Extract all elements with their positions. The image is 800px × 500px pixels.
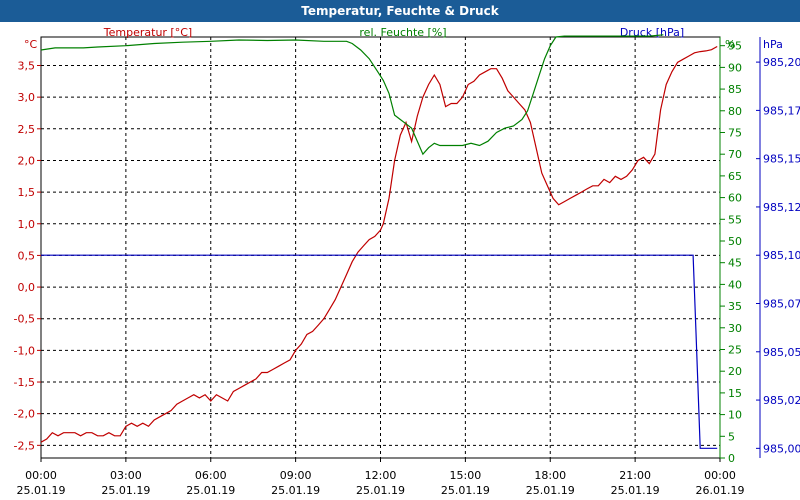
humidity-tick-label: 95	[728, 40, 742, 53]
humidity-tick-label: 35	[728, 300, 742, 313]
humidity-tick-label: 10	[728, 409, 742, 422]
pressure-series-line	[41, 254, 718, 449]
x-tick-label-time: 18:00	[534, 469, 566, 482]
pressure-tick-label: 985,20	[763, 56, 800, 69]
humidity-tick-label: 65	[728, 170, 742, 183]
humidity-tick-label: 70	[728, 148, 742, 161]
temperature-tick-label: 3,5	[18, 59, 36, 72]
temperature-tick-label: 0,0	[18, 281, 36, 294]
humidity-tick-label: 85	[728, 83, 742, 96]
temperature-tick-label: 3,0	[18, 91, 36, 104]
temperature-unit: °C	[24, 38, 38, 51]
humidity-axis-label: rel. Feuchte [%]	[359, 26, 446, 39]
pressure-axis-label: Druck [hPa]	[620, 26, 684, 39]
humidity-tick-label: 20	[728, 365, 742, 378]
humidity-tick-label: 40	[728, 278, 742, 291]
pressure-tick-label: 985,00	[763, 442, 800, 455]
temperature-tick-label: 1,0	[18, 218, 36, 231]
x-tick-label-date: 25.01.19	[17, 484, 66, 497]
humidity-tick-label: 45	[728, 257, 742, 270]
temperature-tick-label: -2,0	[14, 408, 35, 421]
temperature-tick-label: -1,0	[14, 344, 35, 357]
x-tick-label-time: 12:00	[365, 469, 397, 482]
x-tick-label-date: 25.01.19	[186, 484, 235, 497]
pressure-tick-label: 985,07	[763, 298, 800, 311]
x-tick-label-time: 00:00	[25, 469, 57, 482]
temperature-series-line	[40, 45, 718, 443]
humidity-tick-label: 75	[728, 126, 742, 139]
pressure-tick-label: 985,10	[763, 249, 800, 262]
x-tick-label-date: 26.01.19	[696, 484, 745, 497]
temperature-tick-label: -0,5	[14, 313, 35, 326]
pressure-tick-label: 985,05	[763, 346, 800, 359]
x-tick-label-time: 15:00	[450, 469, 482, 482]
x-tick-label-time: 06:00	[195, 469, 227, 482]
x-tick-label-time: 00:00	[704, 469, 736, 482]
pressure-tick-label: 985,12	[763, 201, 800, 214]
humidity-tick-label: 60	[728, 192, 742, 205]
pressure-tick-label: 985,02	[763, 394, 800, 407]
temperature-tick-label: 2,5	[18, 123, 36, 136]
humidity-tick-label: 5	[728, 430, 735, 443]
x-tick-label-time: 21:00	[619, 469, 651, 482]
x-tick-label-date: 25.01.19	[611, 484, 660, 497]
pressure-tick-label: 985,15	[763, 153, 800, 166]
humidity-tick-label: 90	[728, 61, 742, 74]
humidity-tick-label: 80	[728, 105, 742, 118]
humidity-tick-label: 55	[728, 213, 742, 226]
x-tick-label-date: 25.01.19	[271, 484, 320, 497]
temperature-tick-label: 2,0	[18, 154, 36, 167]
humidity-tick-label: 50	[728, 235, 742, 248]
x-tick-label-date: 25.01.19	[356, 484, 405, 497]
temperature-tick-label: 0,5	[18, 249, 36, 262]
humidity-tick-label: 15	[728, 387, 742, 400]
x-tick-label-date: 25.01.19	[526, 484, 575, 497]
temperature-axis-label: Temperatur [°C]	[103, 26, 192, 39]
humidity-tick-label: 0	[728, 452, 735, 465]
humidity-series-line	[40, 34, 664, 156]
humidity-unit: %	[725, 38, 735, 51]
pressure-unit: hPa	[763, 38, 783, 51]
temperature-tick-label: -1,5	[14, 376, 35, 389]
humidity-tick-label: 30	[728, 322, 742, 335]
x-tick-label-time: 03:00	[110, 469, 142, 482]
window-title: Temperatur, Feuchte & Druck	[0, 0, 800, 22]
x-tick-label-date: 25.01.19	[101, 484, 150, 497]
humidity-tick-label: 25	[728, 343, 742, 356]
x-tick-label-date: 25.01.19	[441, 484, 490, 497]
x-tick-label-time: 09:00	[280, 469, 312, 482]
temperature-tick-label: 1,5	[18, 186, 36, 199]
pressure-tick-label: 985,17	[763, 104, 800, 117]
temperature-tick-label: -2,5	[14, 439, 35, 452]
